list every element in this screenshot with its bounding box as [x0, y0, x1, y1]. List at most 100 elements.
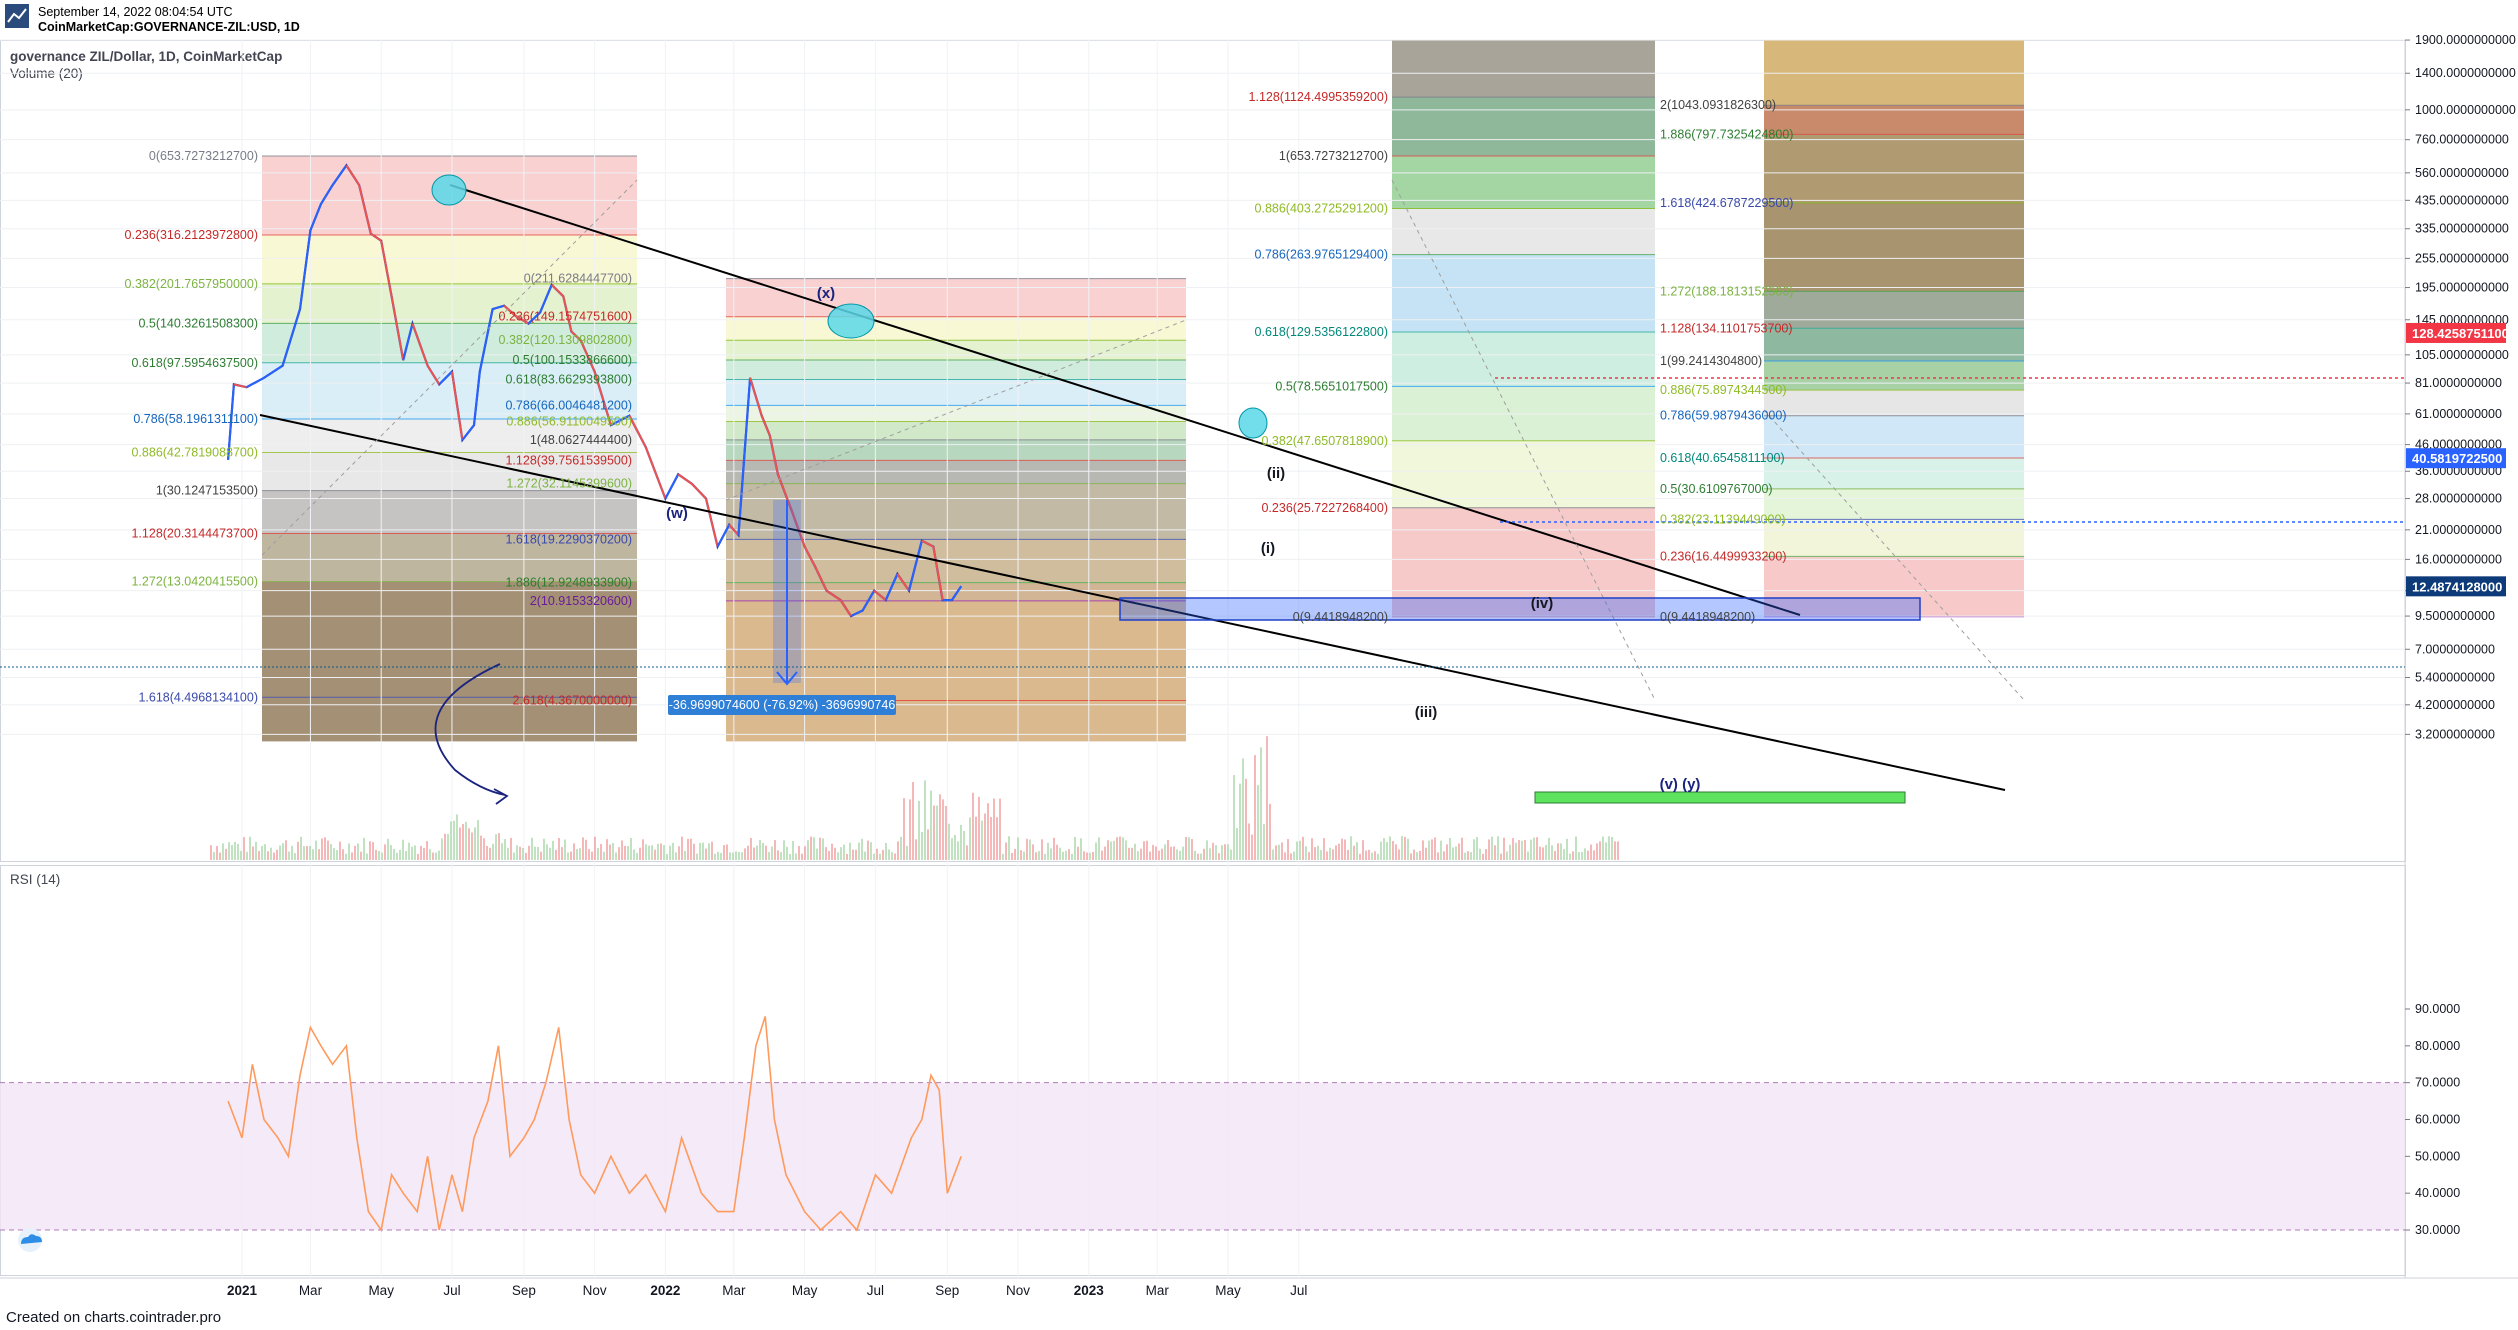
volume-bar [978, 796, 980, 860]
volume-bar [540, 851, 542, 860]
volume-bar [765, 845, 767, 860]
volume-bar [660, 843, 662, 860]
volume-bar [1488, 839, 1490, 860]
volume-bar [867, 840, 869, 860]
y-tick-label: 9.5000000000 [2415, 609, 2495, 623]
volume-bar [1140, 848, 1142, 860]
volume-bar [1476, 837, 1478, 860]
upper-trendline[interactable] [449, 184, 1801, 616]
fib4-zone [1764, 390, 2024, 416]
volume-bar [1335, 845, 1337, 860]
volume-bar [339, 841, 341, 860]
support-box[interactable] [1119, 597, 1921, 621]
cloud-icon[interactable] [18, 1228, 42, 1252]
volume-bar [1569, 853, 1571, 860]
volume-bar [507, 847, 509, 860]
volume-bar [903, 798, 905, 860]
price-segment [380, 240, 393, 297]
volume-bar [447, 833, 449, 860]
volume-bar [1479, 848, 1481, 860]
volume-bar [372, 842, 374, 860]
volume-bar [429, 849, 431, 860]
price-segment [579, 339, 596, 373]
volume-bar [318, 849, 320, 860]
volume-bar [516, 845, 518, 860]
fib-label: 1.618(19.2290370200) [505, 532, 632, 546]
rsi-band [0, 1082, 2405, 1230]
volume-bar [1536, 837, 1538, 860]
price-axis[interactable]: 1900.0000000000 1400.0000000000 1000.00000… [2405, 33, 2516, 741]
volume-bar [1452, 847, 1454, 860]
volume-bar [1227, 844, 1229, 860]
fib3-zone [1392, 40, 1655, 98]
volume-bar [1392, 841, 1394, 860]
fib-label: 0(9.4418948200) [1293, 610, 1388, 624]
volume-bar [849, 842, 851, 860]
x-tick-label: Nov [583, 1283, 607, 1298]
volume-bar [576, 849, 578, 860]
volume-bar [1491, 836, 1493, 860]
fib-label: 0.236(16.4499933200) [1660, 549, 1787, 563]
volume-bar [579, 848, 581, 860]
volume-bar [819, 837, 821, 860]
volume-bar [213, 851, 215, 860]
volume-bar [1539, 846, 1541, 860]
volume-bar [237, 843, 239, 860]
footer-credit: Created on charts.cointrader.pro [6, 1309, 221, 1326]
volume-bar [633, 849, 635, 860]
volume-bar [1056, 844, 1058, 860]
fib2-zone [726, 539, 1186, 583]
fib4-trend-dashed [1763, 409, 2025, 701]
volume-bar [723, 845, 725, 860]
volume-bar [1593, 850, 1595, 860]
time-axis[interactable]: 2021 Mar May Jul Sep Nov 2022 Mar May Jul Sep Nov 20… [227, 1283, 1307, 1298]
volume-bar [1122, 837, 1124, 860]
volume-bar [1374, 851, 1376, 860]
volume-bar [1026, 838, 1028, 860]
volume-bar [669, 845, 671, 860]
volume-bar [1467, 851, 1469, 860]
price-segment [610, 414, 630, 427]
volume-bar [1071, 853, 1073, 860]
drawings[interactable] [0, 174, 2405, 805]
price-segment [691, 483, 707, 500]
price-segment [749, 377, 763, 416]
volume-bar [1323, 838, 1325, 860]
volume-bar [1104, 846, 1106, 860]
volume-bar [759, 839, 761, 860]
lower-trendline[interactable] [259, 414, 2006, 791]
fib-label: 1.618(424.6787229500) [1660, 196, 1793, 210]
volume-bar [1083, 851, 1085, 860]
y-tick-label: 3.2000000000 [2415, 727, 2495, 741]
volume-bar [255, 841, 257, 860]
volume-bar [1047, 842, 1049, 860]
volume-bar [753, 847, 755, 860]
volume-bar [1308, 852, 1310, 860]
target-box[interactable] [1534, 791, 1906, 804]
volume-bar [738, 851, 740, 860]
volume-bar [549, 847, 551, 860]
volume-bar [1398, 849, 1400, 860]
i-marker[interactable] [1238, 407, 1268, 439]
fib1-zone [262, 362, 637, 420]
top-marker[interactable] [431, 174, 467, 206]
y-tick-label: 335.0000000000 [2415, 222, 2509, 236]
x-marker[interactable] [827, 303, 875, 339]
volume-bar [504, 839, 506, 860]
price-tag [2406, 576, 2506, 597]
fib-label: 0.5(78.5651017500) [1275, 379, 1388, 393]
volume-bar [588, 849, 590, 860]
volume-bar [1299, 840, 1301, 860]
volume-bar [894, 853, 896, 860]
volume-bar [1545, 844, 1547, 860]
price-segment [450, 371, 464, 441]
volume-bar [1089, 852, 1091, 860]
volume-bar [840, 847, 842, 860]
fib4-zone [1764, 134, 2024, 203]
volume-bar [933, 805, 935, 860]
volume-bar [771, 846, 773, 860]
volume-bar [363, 837, 365, 860]
fib-label: 2(1043.0931826300) [1660, 98, 1776, 112]
volume-bar [990, 817, 992, 860]
